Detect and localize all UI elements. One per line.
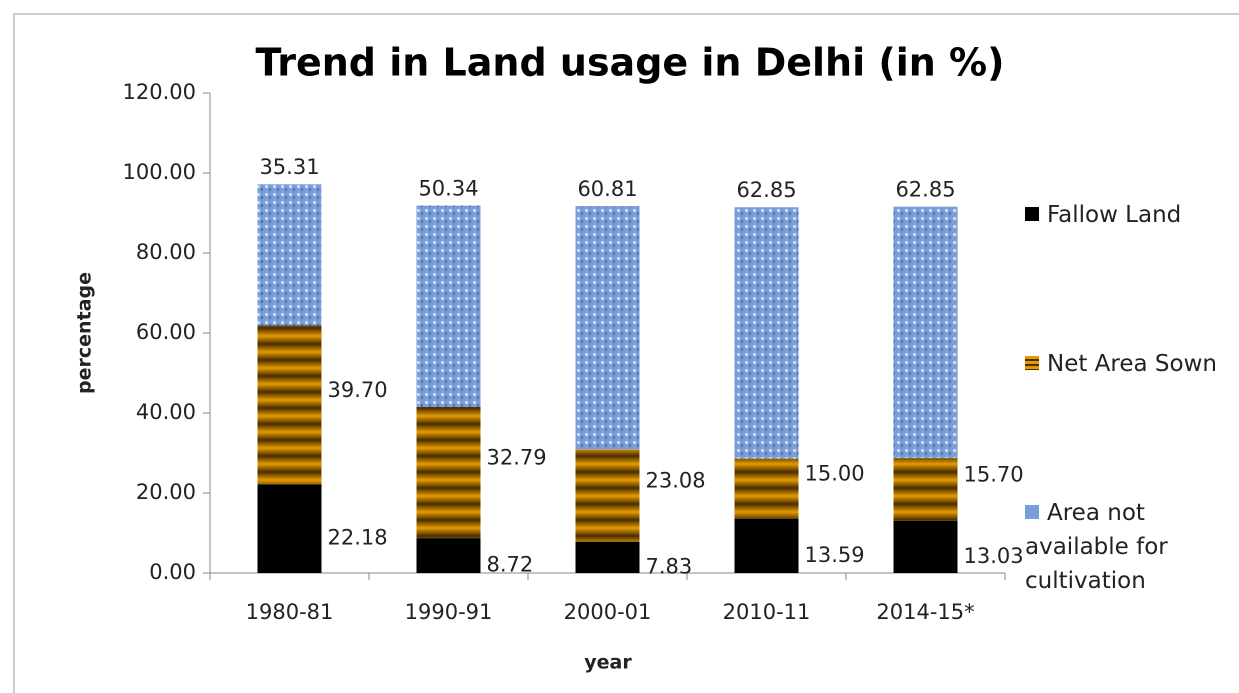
legend-swatch bbox=[1025, 356, 1039, 370]
data-label: 23.08 bbox=[646, 469, 706, 493]
data-label: 8.72 bbox=[487, 553, 534, 577]
data-label: 13.03 bbox=[964, 544, 1024, 568]
bar-segment bbox=[257, 484, 322, 573]
y-tick-label: 100.00 bbox=[123, 160, 196, 184]
bar-segment bbox=[893, 458, 958, 521]
legend-item: Fallow Land bbox=[1025, 198, 1235, 232]
legend-label: Net Area Sown bbox=[1047, 351, 1217, 377]
data-label: 13.59 bbox=[805, 543, 865, 567]
bar-segment bbox=[893, 206, 958, 459]
bar-segment bbox=[734, 518, 799, 573]
bar-segment bbox=[416, 406, 481, 539]
data-label: 22.18 bbox=[328, 526, 388, 550]
y-tick-label: 0.00 bbox=[149, 560, 196, 584]
bar-segment bbox=[575, 541, 640, 573]
y-tick-label: 40.00 bbox=[136, 400, 196, 424]
bar-segment bbox=[893, 520, 958, 573]
legend-swatch bbox=[1025, 207, 1039, 221]
bar-segment bbox=[257, 184, 322, 326]
bar-segment bbox=[734, 458, 799, 519]
x-tick-label: 1990-91 bbox=[405, 600, 493, 624]
legend-swatch bbox=[1025, 505, 1039, 519]
bar-segment bbox=[734, 207, 799, 459]
x-tick-label: 1980-81 bbox=[246, 600, 334, 624]
y-tick-label: 60.00 bbox=[136, 320, 196, 344]
data-label: 62.85 bbox=[895, 178, 955, 202]
x-tick-label: 2014-15* bbox=[876, 600, 974, 624]
x-tick-label: 2000-01 bbox=[564, 600, 652, 624]
data-label: 15.70 bbox=[964, 462, 1024, 486]
bar-segment bbox=[416, 538, 481, 573]
data-label: 50.34 bbox=[418, 177, 478, 201]
data-label: 15.00 bbox=[805, 462, 865, 486]
data-label: 32.79 bbox=[487, 446, 547, 470]
y-axis-label: percentage bbox=[74, 272, 96, 394]
data-label: 7.83 bbox=[646, 554, 693, 578]
bar-segment bbox=[257, 325, 322, 485]
data-label: 39.70 bbox=[328, 378, 388, 402]
y-tick-label: 120.00 bbox=[123, 80, 196, 104]
y-tick-label: 80.00 bbox=[136, 240, 196, 264]
chart-title: Trend in Land usage in Delhi (in %) bbox=[256, 41, 1005, 85]
x-axis-label: year bbox=[584, 652, 632, 674]
legend-label: Area not available for cultivation bbox=[1025, 500, 1168, 594]
x-tick-label: 2010-11 bbox=[723, 600, 811, 624]
data-label: 62.85 bbox=[736, 178, 796, 202]
bar-segment bbox=[575, 206, 640, 450]
bar-segment bbox=[575, 449, 640, 542]
data-label: 35.31 bbox=[259, 155, 319, 179]
bar-segment bbox=[416, 205, 481, 407]
y-tick-label: 20.00 bbox=[136, 480, 196, 504]
data-label: 60.81 bbox=[577, 177, 637, 201]
legend-label: Fallow Land bbox=[1047, 202, 1182, 228]
frame bbox=[13, 13, 1239, 693]
legend-item: Net Area Sown bbox=[1025, 347, 1235, 381]
legend-item: Area not available for cultivation bbox=[1025, 496, 1235, 598]
